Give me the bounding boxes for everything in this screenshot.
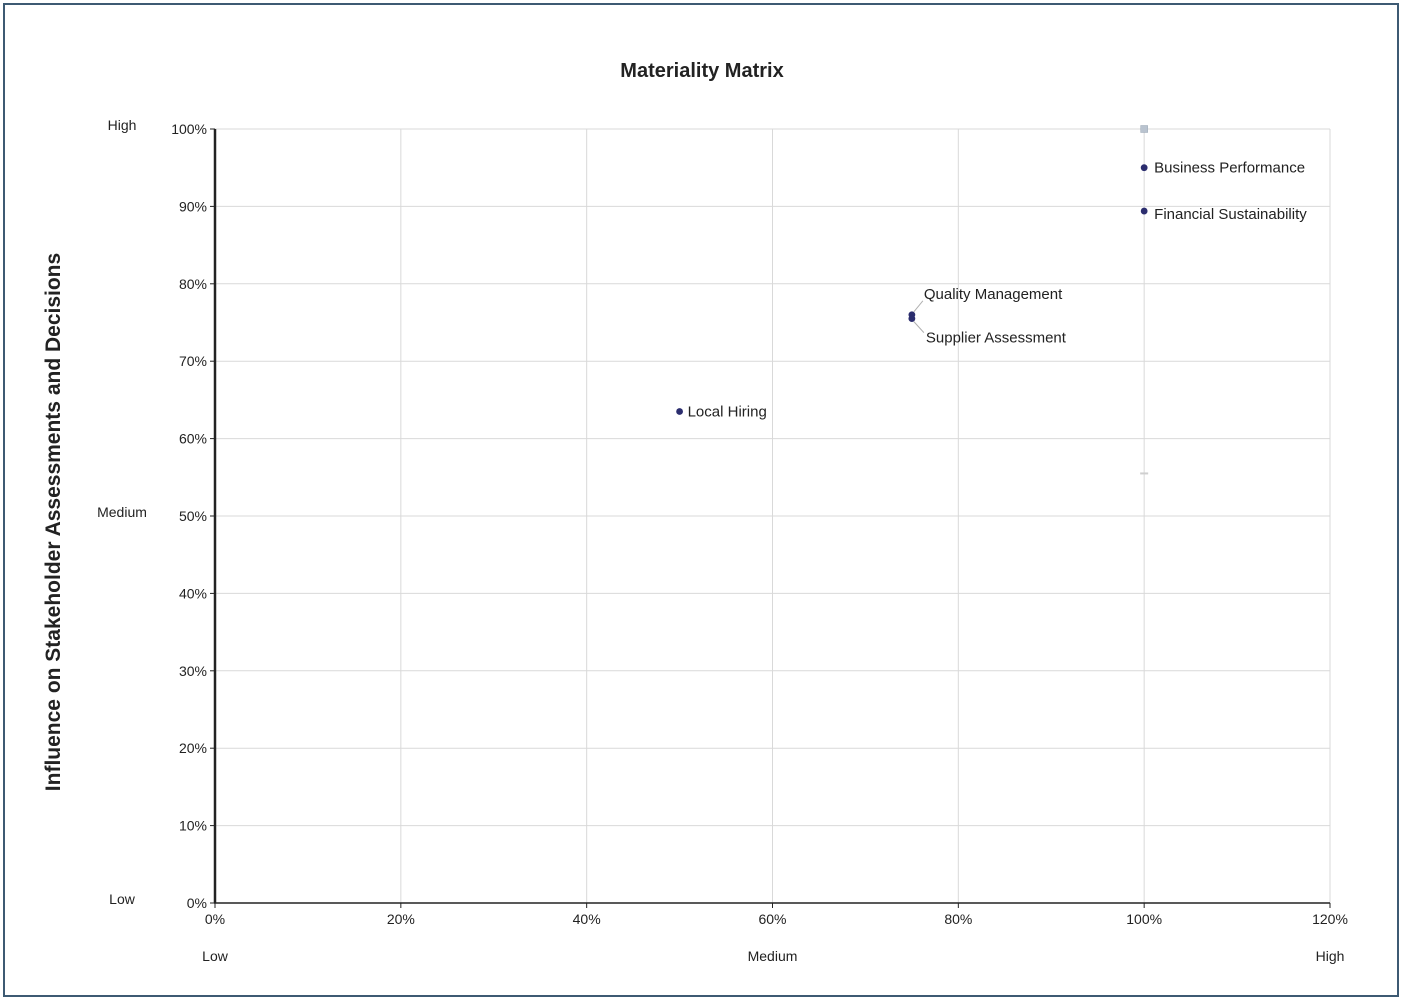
x-tick-label: 60% — [758, 911, 786, 927]
x-tick-label: 20% — [387, 911, 415, 927]
y-axis-title: Influence on Stakeholder Assessments and… — [42, 253, 65, 791]
leader-line — [913, 321, 925, 333]
y-tick-label: 50% — [179, 508, 207, 524]
chart-title: Materiality Matrix — [620, 60, 783, 82]
leader-line — [913, 300, 924, 313]
data-point-label: Supplier Assessment — [926, 330, 1067, 347]
x-tick-label: 120% — [1312, 911, 1348, 927]
x-tick-label: 40% — [573, 911, 601, 927]
data-points: Business Performance Financial Sustainabi… — [676, 160, 1307, 421]
data-point — [908, 315, 916, 323]
y-tick-label: 10% — [179, 818, 207, 834]
x-level-label: Medium — [748, 948, 798, 964]
y-level-label: Medium — [97, 504, 147, 520]
y-tick-label: 60% — [179, 431, 207, 447]
axes — [210, 128, 1331, 908]
y-level-label: High — [108, 117, 137, 133]
x-level-label: High — [1316, 948, 1345, 964]
level-labels: Low Medium High High Medium Low — [97, 117, 1344, 964]
x-level-label: Low — [202, 948, 229, 964]
y-tick-label: 20% — [179, 740, 207, 756]
data-point — [1140, 207, 1148, 215]
y-level-label: Low — [109, 891, 136, 907]
tick-labels: 0% 10% 20% 30% 40% 50% 60% 70% 80% 90% 100% 0% 20% 40… — [171, 121, 1348, 927]
y-tick-label: 100% — [171, 121, 207, 137]
y-tick-label: 90% — [179, 198, 207, 214]
x-tick-label: 80% — [944, 911, 972, 927]
x-tick-label: 0% — [205, 911, 225, 927]
y-tick-label: 30% — [179, 663, 207, 679]
data-point-label: Financial Sustainability — [1154, 206, 1307, 223]
square-marker — [1140, 125, 1148, 133]
data-point — [1140, 164, 1148, 172]
data-point-label: Quality Management — [924, 286, 1063, 303]
data-point-label: Local Hiring — [688, 404, 767, 421]
data-point — [676, 408, 683, 415]
y-tick-label: 70% — [179, 353, 207, 369]
x-tick-label: 100% — [1126, 911, 1162, 927]
y-tick-label: 80% — [179, 276, 207, 292]
grid-lines — [215, 128, 1331, 903]
y-tick-label: 0% — [187, 895, 207, 911]
chart-frame — [3, 3, 1399, 997]
y-tick-label: 40% — [179, 585, 207, 601]
data-point-label: Business Performance — [1154, 160, 1305, 177]
extra-markers — [1140, 125, 1149, 475]
